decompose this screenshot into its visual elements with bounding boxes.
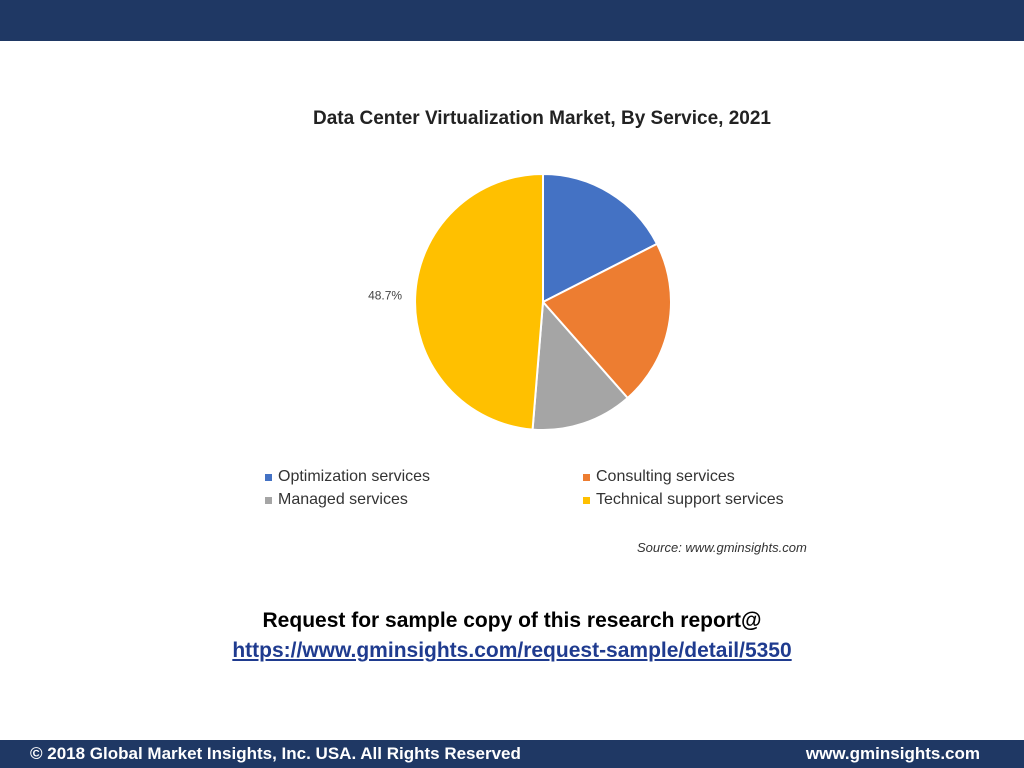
footer-site[interactable]: www.gminsights.com: [805, 744, 980, 763]
legend-swatch: [265, 496, 272, 504]
legend-item-technical-support-services: Technical support services: [583, 491, 845, 509]
legend-swatch: [265, 473, 272, 481]
legend-swatch: [583, 473, 590, 481]
pie-slice-managed-services: [531, 299, 630, 431]
legend-item-consulting-services: Consulting services: [583, 468, 845, 486]
legend-label: Optimization services: [278, 468, 431, 485]
chart-legend: Optimization services Consulting services…: [265, 468, 845, 509]
top-banner: [0, 0, 1024, 41]
legend-swatch: [583, 496, 590, 504]
chart-title: Data Center Virtualization Market, By Se…: [313, 108, 771, 129]
legend-item-optimization-services: Optimization services: [265, 468, 583, 486]
legend-label: Consulting services: [596, 468, 735, 485]
pie-slice-optimization-services: [542, 172, 659, 304]
pie-slice-consulting-services: [541, 242, 672, 400]
legend-label: Technical support services: [596, 491, 784, 508]
legend-item-managed-services: Managed services: [265, 491, 583, 509]
pie-slice-technical-support-services: [414, 172, 544, 431]
sample-request-link[interactable]: https://www.gminsights.com/request-sampl…: [232, 639, 792, 662]
data-label-technical-support-services: 48.7%: [368, 289, 402, 303]
source-note: Source: www.gminsights.com: [637, 540, 807, 555]
copyright-text: © 2018 Global Market Insights, Inc. USA.…: [30, 744, 521, 763]
legend-label: Managed services: [278, 491, 408, 508]
sample-request-text: Request for sample copy of this research…: [262, 609, 762, 632]
footer-bar: © 2018 Global Market Insights, Inc. USA.…: [0, 740, 1024, 768]
